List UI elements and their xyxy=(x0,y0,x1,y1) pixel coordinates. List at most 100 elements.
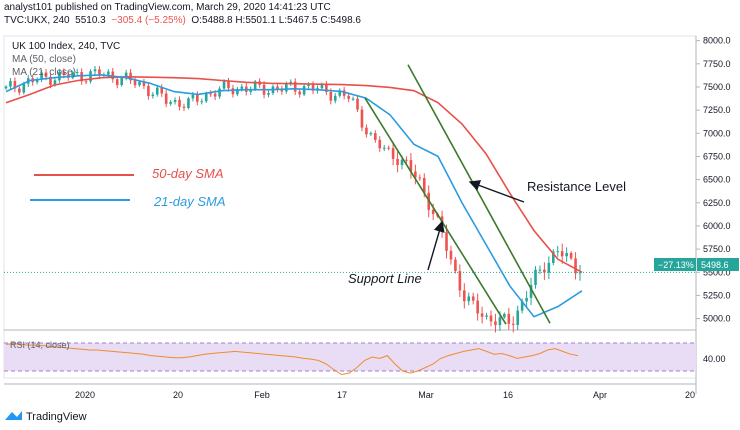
candle-body xyxy=(329,92,333,101)
candle-body xyxy=(356,98,359,110)
rsi-band xyxy=(4,343,696,371)
published-line: analyst101 published on TradingView.com,… xyxy=(4,2,331,13)
candle-body xyxy=(200,101,204,103)
candle-body xyxy=(467,296,471,302)
y-tick-label: 5000.0 xyxy=(703,314,731,324)
candle-body xyxy=(253,81,257,90)
candle-body xyxy=(556,251,560,253)
candle-body xyxy=(360,109,364,128)
y-tick-label: 7750.0 xyxy=(703,59,731,69)
y-tick-label: 5500.0 xyxy=(703,267,731,277)
candle-body xyxy=(333,95,337,101)
candle-body xyxy=(173,99,177,102)
y-tick-label: 6250.0 xyxy=(703,198,731,208)
x-tick-label: Mar xyxy=(418,390,434,400)
candle-body xyxy=(124,72,128,78)
candle-body xyxy=(276,86,279,90)
candle-body xyxy=(62,72,66,75)
candle-body xyxy=(147,85,150,97)
candle-body xyxy=(414,171,417,178)
candle-body xyxy=(44,72,48,77)
candle-body xyxy=(445,232,448,251)
last-price: 5510.3 xyxy=(75,15,106,26)
candle-body xyxy=(222,81,226,89)
open-label: O: xyxy=(191,15,202,26)
sma50-annotation: 50-day SMA xyxy=(152,166,224,181)
candle-body xyxy=(115,79,119,86)
candle-body xyxy=(369,133,373,135)
candle-body xyxy=(449,250,453,260)
y-tick-label: 6500.0 xyxy=(703,175,731,185)
candle-body xyxy=(525,297,528,302)
plot-frame xyxy=(3,35,697,379)
y-tick-label: 6750.0 xyxy=(703,151,731,161)
candle-body xyxy=(187,98,190,108)
candle-body xyxy=(338,90,342,96)
y-tick-label: 5250.0 xyxy=(703,290,731,300)
candle-body xyxy=(400,159,404,166)
x-tick-label: Apr xyxy=(593,390,607,400)
candle-body xyxy=(378,139,382,149)
x-tick-label: 20 xyxy=(173,390,183,400)
candle-body xyxy=(498,317,502,326)
close-value: 5498.6 xyxy=(330,15,361,26)
y-tick-label: 5750.0 xyxy=(703,244,731,254)
candle-body xyxy=(13,81,17,89)
tradingview-logo[interactable]: TradingView xyxy=(5,411,87,423)
high-label: H: xyxy=(235,15,246,26)
price-tag-bg xyxy=(697,258,739,271)
candle-body xyxy=(347,95,350,99)
candle-body xyxy=(196,94,199,102)
candle-body xyxy=(534,269,537,286)
resistance-arrow xyxy=(468,180,525,203)
low-value: 5467.5 xyxy=(287,15,318,26)
y-tick-label: 7000.0 xyxy=(703,128,731,138)
candle-body xyxy=(213,93,217,97)
candle-body xyxy=(169,101,172,104)
candle-body xyxy=(511,323,515,325)
candle-body xyxy=(293,81,297,92)
support-trendline xyxy=(364,97,507,325)
candle-body xyxy=(574,258,577,274)
candle-body xyxy=(431,209,435,215)
candle-body xyxy=(249,89,253,92)
candle-body xyxy=(507,313,511,324)
candle-body xyxy=(209,93,212,95)
candle-body xyxy=(151,94,155,97)
candle-body xyxy=(494,321,497,326)
candle-body xyxy=(160,87,164,94)
candle-body xyxy=(311,84,315,91)
candle-body xyxy=(164,93,168,104)
y-tick-label: 7250.0 xyxy=(703,105,731,115)
rsi-tick: 40.00 xyxy=(703,354,726,364)
candle-body xyxy=(236,88,239,95)
candle-body xyxy=(4,86,8,89)
candle-body xyxy=(9,81,12,87)
tradingview-brand: TradingView xyxy=(26,411,87,423)
candle-body xyxy=(382,147,386,149)
candle-body xyxy=(191,94,195,99)
candle-body xyxy=(133,80,137,86)
y-tick-label: 8000.0 xyxy=(703,36,731,46)
candle-body xyxy=(565,253,568,257)
candle-body xyxy=(489,315,493,322)
candle-body xyxy=(325,83,328,93)
candle-body xyxy=(503,313,506,318)
candle-body xyxy=(18,88,21,93)
x-tick-label: 16 xyxy=(503,390,513,400)
candle-body xyxy=(298,91,301,95)
candle-body xyxy=(22,83,26,93)
candle-body xyxy=(396,158,399,166)
candle-body xyxy=(75,72,79,74)
candle-body xyxy=(552,251,555,263)
candle-body xyxy=(351,98,355,100)
legend-symbol: UK 100 Index, 240, TVC xyxy=(12,41,120,52)
resistance-label: Resistance Level xyxy=(527,179,626,194)
candle-body xyxy=(560,251,564,257)
candle-body xyxy=(569,253,573,259)
candle-body xyxy=(485,315,488,317)
candle-body xyxy=(49,76,52,85)
sma50-line xyxy=(5,75,583,274)
x-tick-label: 20 xyxy=(685,390,695,400)
